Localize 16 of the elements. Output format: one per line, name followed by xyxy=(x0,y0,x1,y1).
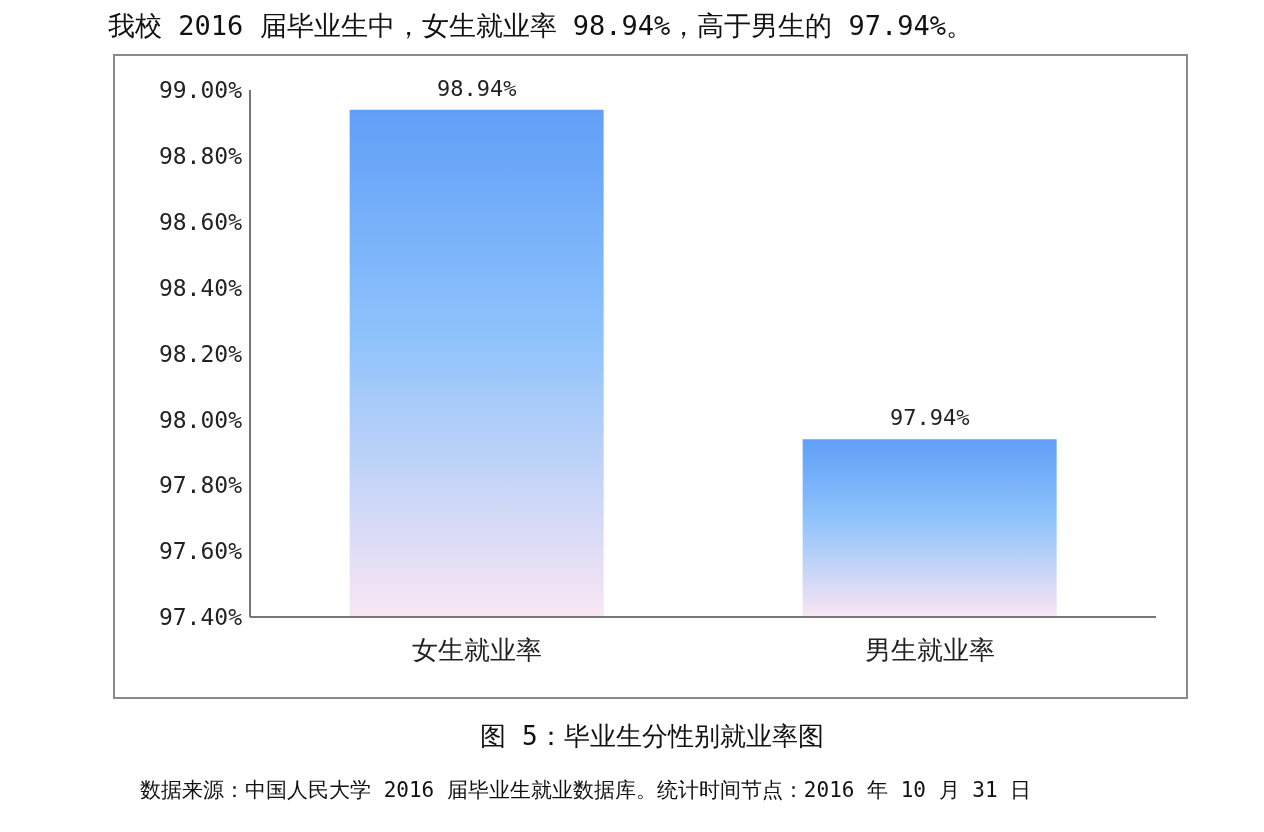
y-tick-label: 98.80% xyxy=(158,143,243,170)
y-tick-label: 99.00% xyxy=(158,77,243,104)
chart-title: 我校 2016 届毕业生中，女生就业率 98.94%，高于男生的 97.94%。 xyxy=(108,9,975,43)
source-note: 数据来源：中国人民大学 2016 届毕业生就业数据库。统计时间节点：2016 年 10 月 31 日 xyxy=(140,777,1033,804)
y-tick-label: 97.40% xyxy=(158,604,243,631)
x-tick-label: 男生就业率 xyxy=(864,635,995,666)
y-tick-label: 98.40% xyxy=(158,274,243,301)
caption: 图 5：毕业生分性别就业率图 xyxy=(479,720,825,753)
y-tick-label: 98.20% xyxy=(158,340,243,367)
y-tick-label: 98.60% xyxy=(158,208,243,235)
data-label: 97.94% xyxy=(889,405,970,431)
data-label: 98.94% xyxy=(436,75,517,101)
x-tick-label: 女生就业率 xyxy=(411,635,542,666)
y-tick-label: 98.00% xyxy=(158,406,243,433)
y-tick-label: 97.60% xyxy=(158,538,243,565)
y-tick-label: 97.80% xyxy=(158,472,243,499)
